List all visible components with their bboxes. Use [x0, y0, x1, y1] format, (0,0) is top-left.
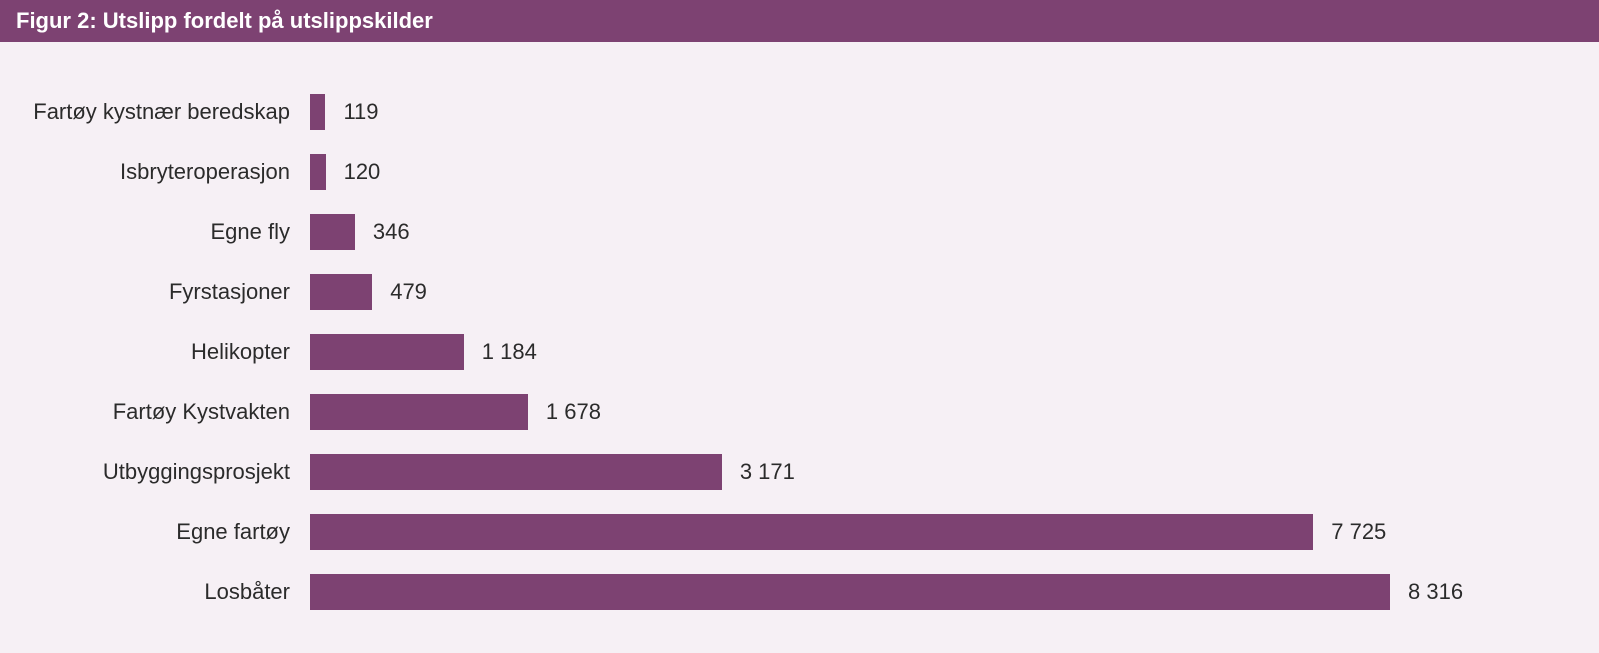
bar-value: 120 [326, 159, 381, 185]
bar-label: Fartøy kystnær beredskap [30, 99, 310, 125]
bar-label: Egne fartøy [30, 519, 310, 545]
bar-row: Fartøy kystnær beredskap 119 [30, 82, 1549, 142]
bar-label: Egne fly [30, 219, 310, 245]
bar-fill [310, 214, 355, 250]
bar-value: 479 [372, 279, 427, 305]
bar-value: 119 [325, 99, 378, 125]
bar-fill [310, 94, 325, 130]
bar-row: Isbryteroperasjon 120 [30, 142, 1549, 202]
bar-track: 346 [310, 202, 1549, 262]
bar-fill [310, 334, 464, 370]
bar-track: 1 678 [310, 382, 1549, 442]
bar-label: Fartøy Kystvakten [30, 399, 310, 425]
bar-row: Egne fartøy 7 725 [30, 502, 1549, 562]
bar-fill [310, 574, 1390, 610]
bar-value: 8 316 [1390, 579, 1463, 605]
bar-track: 7 725 [310, 502, 1549, 562]
bar-row: Fyrstasjoner 479 [30, 262, 1549, 322]
bar-track: 1 184 [310, 322, 1549, 382]
bar-value: 7 725 [1313, 519, 1386, 545]
bar-track: 479 [310, 262, 1549, 322]
bar-track: 3 171 [310, 442, 1549, 502]
bar-row: Utbyggingsprosjekt 3 171 [30, 442, 1549, 502]
bar-track: 8 316 [310, 562, 1549, 622]
bar-track: 120 [310, 142, 1549, 202]
bar-fill [310, 154, 326, 190]
bar-row: Fartøy Kystvakten 1 678 [30, 382, 1549, 442]
bar-fill [310, 394, 528, 430]
bar-value: 1 184 [464, 339, 537, 365]
bar-label: Helikopter [30, 339, 310, 365]
bar-row: Helikopter 1 184 [30, 322, 1549, 382]
chart-body: Fartøy kystnær beredskap 119 Isbryteropera… [0, 42, 1599, 652]
bar-fill [310, 454, 722, 490]
bar-row: Egne fly 346 [30, 202, 1549, 262]
bar-label: Isbryteroperasjon [30, 159, 310, 185]
bar-value: 1 678 [528, 399, 601, 425]
bar-label: Losbåter [30, 579, 310, 605]
bar-value: 346 [355, 219, 410, 245]
bar-row: Losbåter 8 316 [30, 562, 1549, 622]
bar-label: Utbyggingsprosjekt [30, 459, 310, 485]
bar-fill [310, 274, 372, 310]
bar-label: Fyrstasjoner [30, 279, 310, 305]
chart-title: Figur 2: Utslipp fordelt på utslippskild… [0, 0, 1599, 42]
emissions-chart: Figur 2: Utslipp fordelt på utslippskild… [0, 0, 1599, 653]
bar-fill [310, 514, 1313, 550]
bar-value: 3 171 [722, 459, 795, 485]
bar-track: 119 [310, 82, 1549, 142]
